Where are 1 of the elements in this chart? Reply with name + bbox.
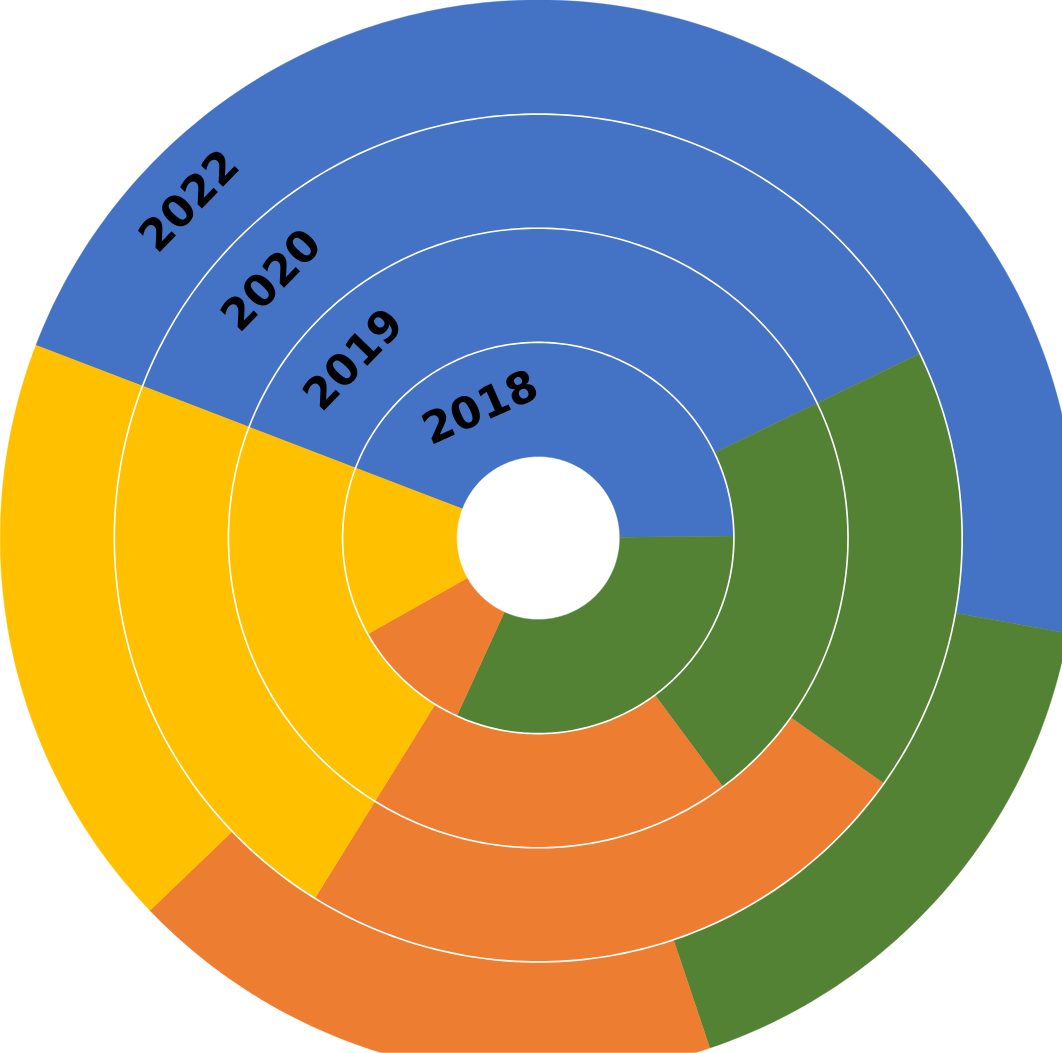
slice-label: 2018	[421, 371, 537, 445]
